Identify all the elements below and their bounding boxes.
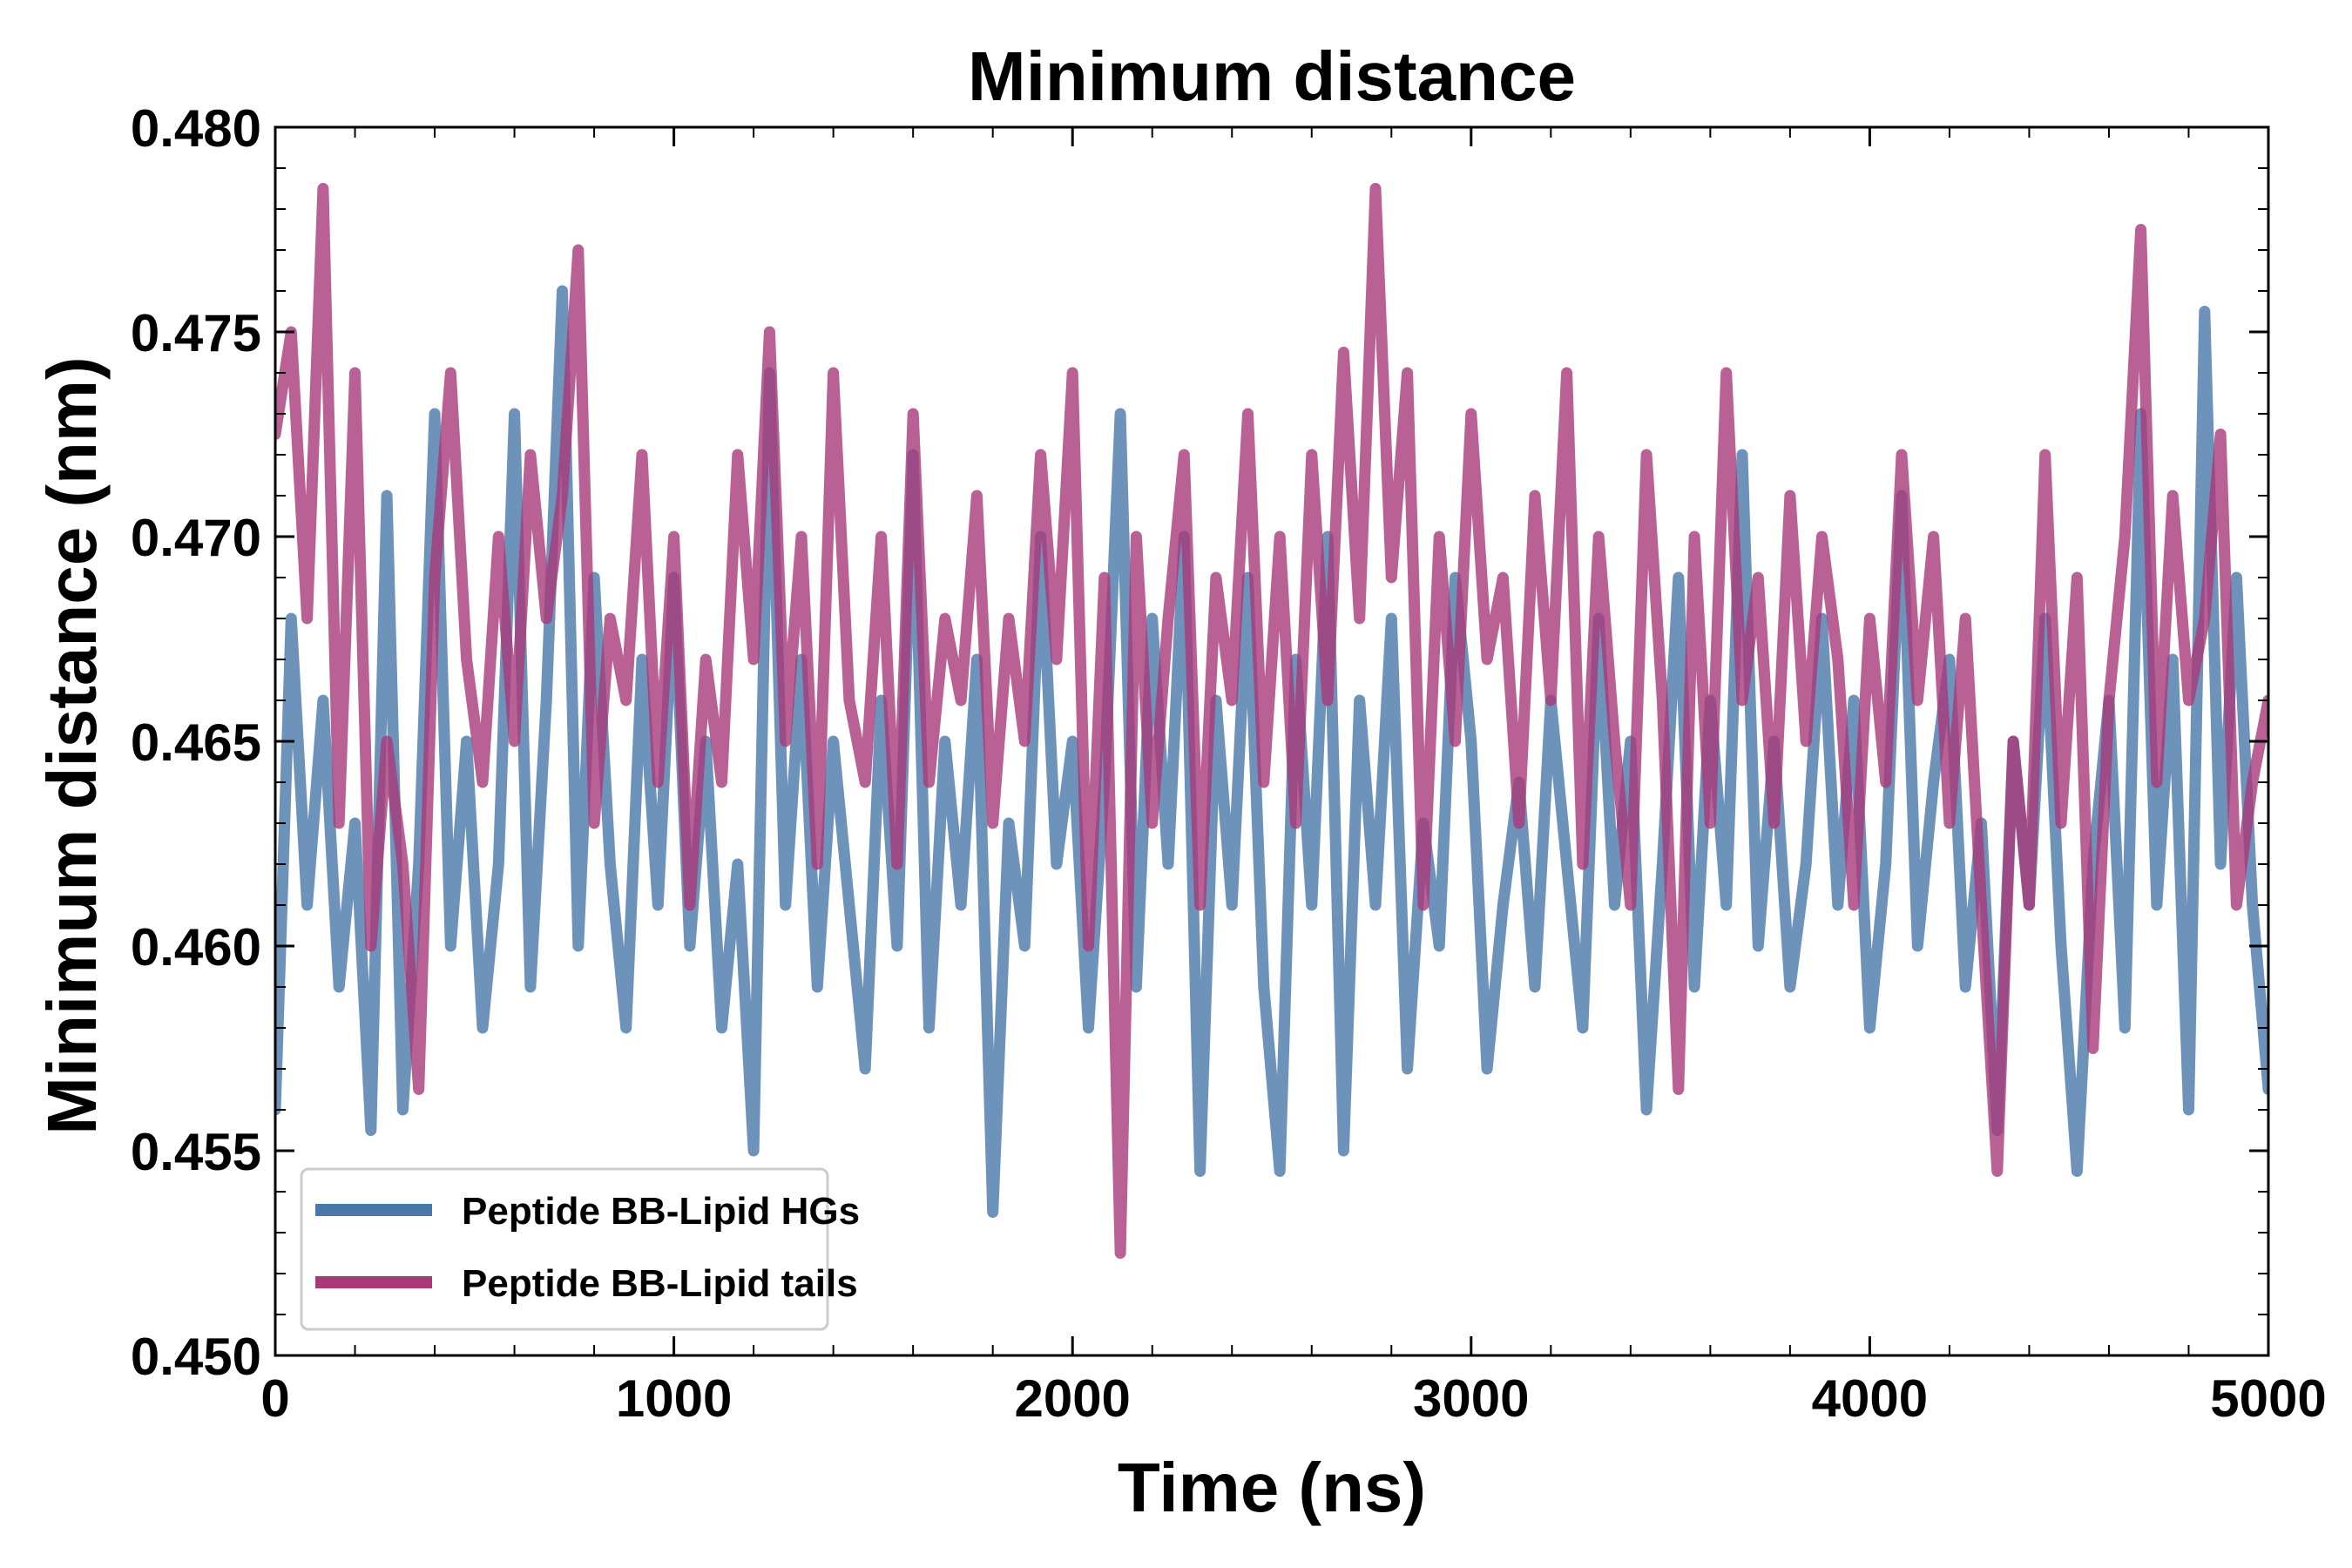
x-tick-label: 4000 bbox=[1812, 1369, 1928, 1428]
series-line-1 bbox=[275, 183, 2268, 1259]
y-tick-label: 0.465 bbox=[131, 713, 261, 772]
plot-frame bbox=[274, 125, 2270, 1357]
x-tick-label: 1000 bbox=[616, 1369, 732, 1428]
x-axis-label: Time (ns) bbox=[1118, 1449, 1426, 1526]
x-tick-label: 0 bbox=[260, 1369, 289, 1428]
y-tick-label: 0.450 bbox=[131, 1328, 261, 1386]
y-tick-label: 0.460 bbox=[131, 918, 261, 977]
series-line-0 bbox=[275, 285, 2268, 1218]
y-tick-label: 0.475 bbox=[131, 304, 261, 362]
y-tick-label: 0.470 bbox=[131, 509, 261, 567]
ticks-layer: 0 1000 2000 3000 4000 5000 0.450 0.455 0.460 0.46… bbox=[131, 99, 2327, 1428]
legend-label-tails: Peptide BB-Lipid tails bbox=[462, 1262, 858, 1305]
y-tick-label: 0.455 bbox=[131, 1123, 261, 1181]
x-tick-label: 3000 bbox=[1413, 1369, 1529, 1428]
legend-label-hgs: Peptide BB-Lipid HGs bbox=[462, 1190, 860, 1233]
chart-title: Minimum distance bbox=[968, 37, 1576, 115]
legend-box bbox=[300, 1167, 829, 1331]
y-tick-label: 0.480 bbox=[131, 99, 261, 158]
y-axis-label: Minimum distance (nm) bbox=[33, 356, 111, 1134]
legend: Peptide BB-Lipid HGs Peptide BB-Lipid ta… bbox=[300, 1167, 860, 1331]
x-tick-label: 2000 bbox=[1014, 1369, 1130, 1428]
x-tick-label: 5000 bbox=[2210, 1369, 2326, 1428]
series-layer bbox=[275, 183, 2268, 1259]
